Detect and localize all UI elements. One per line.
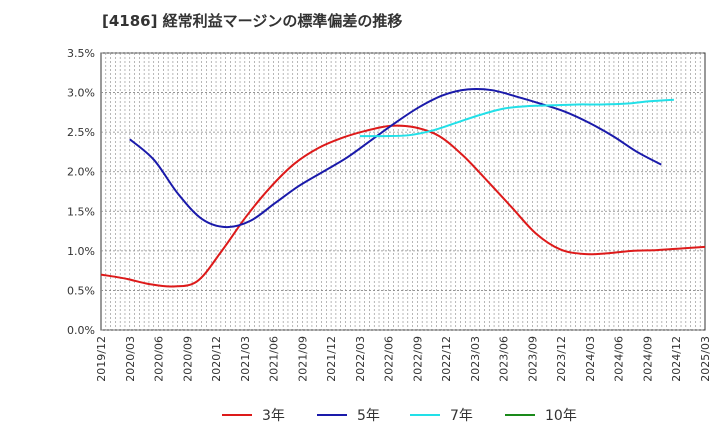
series-line-3年 [100, 124, 706, 288]
y-tick-label: 1.5% [67, 205, 95, 218]
series-line-5年 [129, 87, 662, 229]
x-tick-label: 2021/12 [325, 336, 338, 382]
x-tick-label: 2020/09 [181, 336, 194, 382]
y-tick-label: 0.5% [67, 284, 95, 297]
x-tick-label: 2024/09 [641, 336, 654, 382]
x-tick-label: 2020/12 [210, 336, 223, 382]
legend-label: 3年 [262, 408, 285, 424]
y-tick-label: 2.0% [67, 166, 95, 179]
x-tick-label: 2023/12 [555, 336, 568, 382]
y-tick-label: 1.0% [67, 245, 95, 258]
plot-area [100, 52, 706, 331]
y-tick-label: 3.5% [67, 47, 95, 60]
x-tick-label: 2024/03 [584, 336, 597, 382]
y-tick-label: 3.0% [67, 87, 95, 100]
series-line-7年 [359, 98, 675, 138]
x-tick-label: 2022/03 [354, 336, 367, 382]
x-tick-label: 2023/06 [498, 336, 511, 382]
y-tick-labels: 0.0% 0.5% 1.0% 1.5% 2.0% 2.5% 3.0% 3.5% [67, 47, 95, 337]
grid-lines [101, 52, 705, 331]
series-lines [100, 87, 706, 288]
x-tick-label: 2022/12 [440, 336, 453, 382]
legend-label: 7年 [450, 408, 473, 424]
y-tick-label: 0.0% [67, 324, 95, 337]
x-tick-label: 2023/03 [469, 336, 482, 382]
x-tick-label: 2022/06 [383, 336, 396, 382]
legend-label: 5年 [357, 408, 380, 424]
x-tick-label: 2020/03 [124, 336, 137, 382]
chart-title: [4186] 経常利益マージンの標準偏差の推移 [102, 12, 403, 30]
x-tick-label: 2020/06 [153, 336, 166, 382]
y-tick-label: 2.5% [67, 126, 95, 139]
x-tick-labels: 2019/12 2020/03 2020/06 2020/09 2020/12 2021/… [95, 336, 712, 382]
legend: 3年 5年 7年 10年 [222, 408, 577, 424]
x-tick-label: 2019/12 [95, 336, 108, 382]
x-tick-label: 2024/12 [670, 336, 683, 382]
legend-label: 10年 [545, 408, 577, 424]
x-tick-label: 2024/06 [613, 336, 626, 382]
x-tick-label: 2021/09 [296, 336, 309, 382]
x-tick-label: 2022/09 [411, 336, 424, 382]
x-tick-label: 2025/03 [699, 336, 712, 382]
x-tick-label: 2023/09 [526, 336, 539, 382]
x-tick-label: 2021/03 [239, 336, 252, 382]
x-tick-label: 2021/06 [268, 336, 281, 382]
